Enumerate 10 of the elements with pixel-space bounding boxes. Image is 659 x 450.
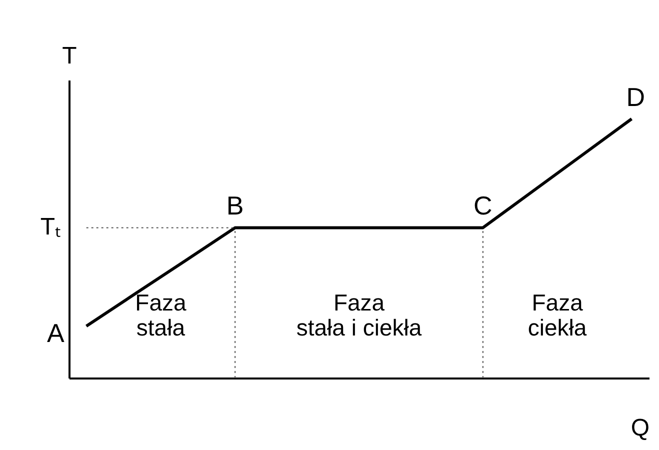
y-axis-title: T — [62, 42, 78, 70]
text: A — [47, 318, 66, 348]
annotation: B — [226, 190, 244, 221]
annotation: Faza stała i ciekła — [296, 290, 422, 340]
ref-line-label: Tₜ — [40, 214, 61, 241]
annotation: C — [474, 190, 492, 221]
annotation: Faza stała — [135, 290, 186, 340]
x-axis-title: Q — [630, 414, 650, 442]
text: D — [626, 82, 646, 112]
annotation: Faza ciekła — [528, 290, 587, 340]
